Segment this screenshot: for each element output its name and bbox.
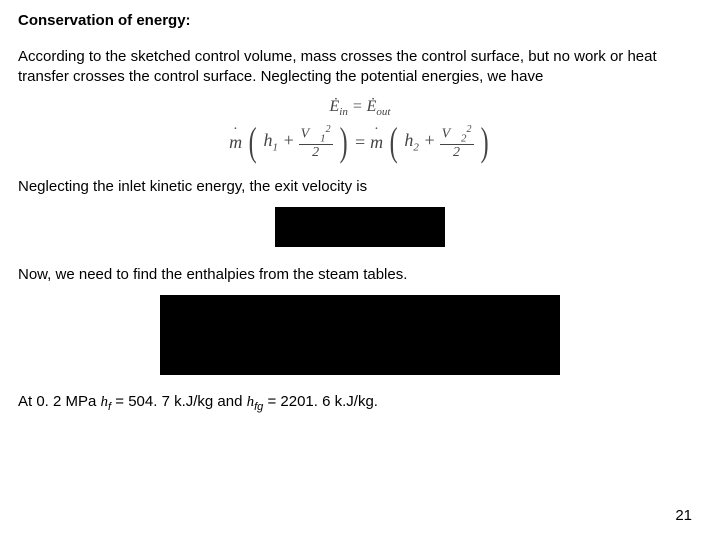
para-enthalpies: Now, we need to find the enthalpies from…: [18, 265, 702, 285]
V2-sq: 2: [467, 124, 472, 135]
sub-in: in: [339, 106, 348, 118]
hfg-sub: fg: [254, 401, 263, 413]
final-values: At 0. 2 MPa hf = 504. 7 k.J/kg and hfg =…: [18, 393, 702, 413]
E-in: Ė: [330, 98, 340, 115]
denom-1: 2: [310, 145, 321, 160]
denom-2: 2: [451, 145, 462, 160]
hf-symbol: h: [101, 394, 109, 410]
V2: V⃗: [442, 126, 461, 141]
frac-v1: V⃗12 2: [299, 124, 333, 161]
intro-paragraph: According to the sketched control volume…: [18, 47, 702, 88]
V1: V⃗: [301, 126, 320, 141]
para-exit-velocity: Neglecting the inlet kinetic energy, the…: [18, 177, 702, 197]
equals: =: [348, 98, 367, 115]
final-prefix: At 0. 2 MPa: [18, 393, 101, 410]
sub-out: out: [376, 106, 390, 118]
plus-2: +: [419, 130, 436, 150]
paren-left-1: (: [249, 126, 257, 158]
paren-left-2: (: [390, 126, 398, 158]
redacted-box-1: [275, 207, 445, 247]
hfg-symbol: h: [247, 394, 255, 410]
page-number: 21: [675, 507, 692, 524]
plus-1: +: [278, 130, 295, 150]
redacted-box-2: [160, 295, 560, 375]
paren-right-1: ): [339, 126, 347, 158]
frac-v2: V⃗22 2: [440, 124, 474, 161]
paren-right-2: ): [480, 126, 488, 158]
energy-balance-equation: Ėin = Ėout: [18, 98, 702, 118]
hf-value: = 504. 7 k.J/kg and: [111, 393, 247, 410]
enthalpy-equation: m ( h1 + V⃗12 2 ) = m ( h2 + V⃗22 2 ): [229, 124, 491, 161]
equation-block: Ėin = Ėout m ( h1 + V⃗12 2 ) = m ( h2 + …: [18, 98, 702, 161]
equals-2: =: [354, 132, 366, 153]
hfg-value: = 2201. 6 k.J/kg.: [263, 393, 378, 410]
mass-flow-1: m: [229, 132, 242, 153]
mass-flow-2: m: [370, 132, 383, 153]
section-title: Conservation of energy:: [18, 12, 702, 29]
E-out: Ė: [367, 98, 377, 115]
V1-sq: 2: [326, 124, 331, 135]
